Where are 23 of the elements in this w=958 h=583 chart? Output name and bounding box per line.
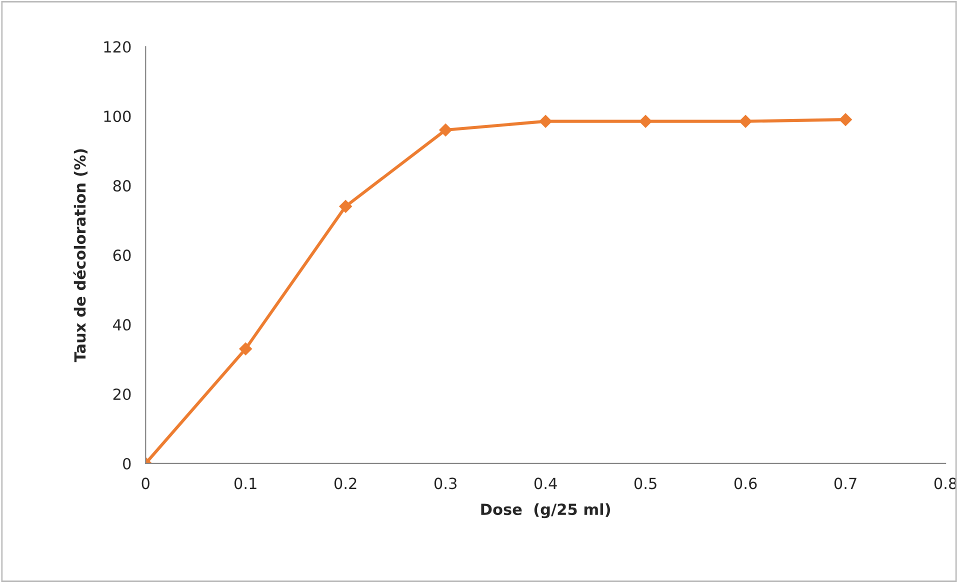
x-tick-label: 0.5 (634, 478, 656, 490)
y-tick-label: 100 (104, 110, 131, 122)
point (839, 113, 852, 126)
point (339, 200, 352, 213)
x-tick-label: 0.4 (534, 478, 557, 490)
point (439, 124, 452, 136)
y-tick-label: 40 (113, 319, 131, 331)
y-tick-label: 20 (113, 388, 131, 400)
x-tick-label: 0.1 (234, 478, 256, 490)
x-tick-label: 0.6 (734, 478, 757, 490)
y-axis-title: Taux de décoloration (%) (73, 149, 88, 362)
x-tick-label: 0.2 (334, 478, 356, 490)
x-tick-label: 0.3 (434, 478, 457, 490)
point (639, 114, 652, 128)
point (739, 114, 752, 128)
y-tick-label: 60 (113, 250, 131, 262)
point (539, 114, 552, 128)
y-tick-label: 80 (113, 180, 131, 192)
y-tick-label: 0 (123, 458, 131, 470)
x-tick-label: 0 (142, 478, 150, 490)
x-tick-label: 0.7 (834, 478, 856, 490)
x-axis-title: Dose (g/25 ml) (481, 503, 610, 518)
y-tick-label: 120 (104, 41, 131, 53)
